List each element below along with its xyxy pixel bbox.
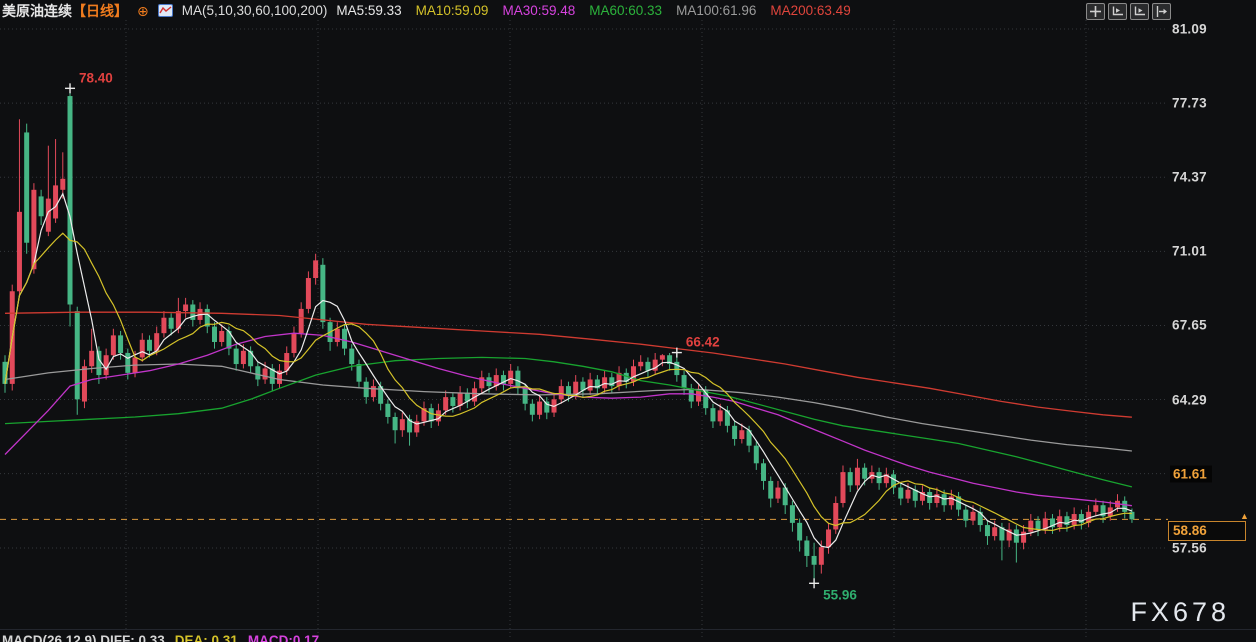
- ma-parameters-label[interactable]: MA(5,10,30,60,100,200): [181, 3, 328, 18]
- price-tick-label: 77.73: [1172, 95, 1207, 111]
- svg-text:55.96: 55.96: [823, 587, 857, 602]
- price-tick-label: 67.65: [1172, 317, 1207, 333]
- chart-toolbar: [1086, 3, 1171, 20]
- price-tick-label: 71.01: [1172, 243, 1207, 259]
- axis-shift-right-icon[interactable]: [1152, 3, 1171, 20]
- ma-values-readout: MA5:59.33 MA10:59.09 MA30:59.48 MA60:60.33 M…: [336, 3, 850, 18]
- price-tick-label: 64.29: [1172, 392, 1207, 408]
- header-ma-value: MA200:63.49: [770, 3, 851, 18]
- crosshair-move-icon[interactable]: [1086, 3, 1105, 20]
- axis-fit-left-icon[interactable]: [1108, 3, 1127, 20]
- macd-panel[interactable]: MACD(26,12,9) DIFF: 0.33 DEA: 0.31 MACD:0.…: [0, 629, 1256, 642]
- macd-readout: MACD(26,12,9) DIFF: 0.33 DEA: 0.31 MACD:0.…: [2, 633, 329, 642]
- header-ma-value: MA5:59.33: [336, 3, 402, 18]
- price-tick-label: 81.09: [1172, 21, 1207, 37]
- price-tick-label: 57.56: [1172, 540, 1207, 556]
- svg-text:66.42: 66.42: [686, 335, 720, 350]
- macd-value-label: MACD(26,12,9) DIFF: 0.33: [2, 633, 165, 642]
- price-tick-label: 74.37: [1172, 169, 1207, 185]
- watermark-logo: FX678: [1130, 597, 1230, 627]
- header-ma-value: MA60:60.33: [589, 3, 663, 18]
- header-ma-value: MA100:61.96: [676, 3, 757, 18]
- period-label[interactable]: 【日线】: [72, 2, 128, 19]
- price-alert-arrow-icon: ▲: [1240, 511, 1249, 522]
- marker-price-label: 61.61: [1170, 465, 1212, 483]
- current-price-badge: 58.86: [1168, 521, 1246, 542]
- chart-header: 美原油连续【日线】 ⊕ MA(5,10,30,60,100,200) MA5:5…: [2, 1, 851, 20]
- axis-play-icon[interactable]: [1130, 3, 1149, 20]
- macd-value-label: MACD:0.17: [247, 633, 320, 642]
- header-ma-value: MA30:59.48: [502, 3, 576, 18]
- header-ma-value: MA10:59.09: [415, 3, 489, 18]
- chart-type-icon[interactable]: [157, 4, 173, 17]
- symbol-name: 美原油连续: [2, 2, 72, 19]
- svg-text:78.40: 78.40: [79, 70, 113, 85]
- add-indicator-icon[interactable]: ⊕: [137, 2, 149, 19]
- macd-value-label: DEA: 0.31: [174, 633, 238, 642]
- symbol-title: 美原油连续【日线】: [2, 1, 128, 21]
